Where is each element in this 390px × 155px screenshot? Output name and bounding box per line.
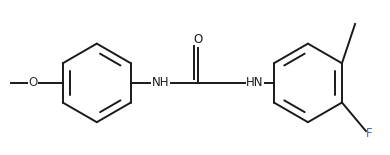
Text: O: O bbox=[194, 33, 203, 46]
Text: O: O bbox=[28, 76, 37, 89]
Text: NH: NH bbox=[152, 76, 169, 89]
Text: F: F bbox=[365, 127, 372, 140]
Text: HN: HN bbox=[246, 76, 264, 89]
